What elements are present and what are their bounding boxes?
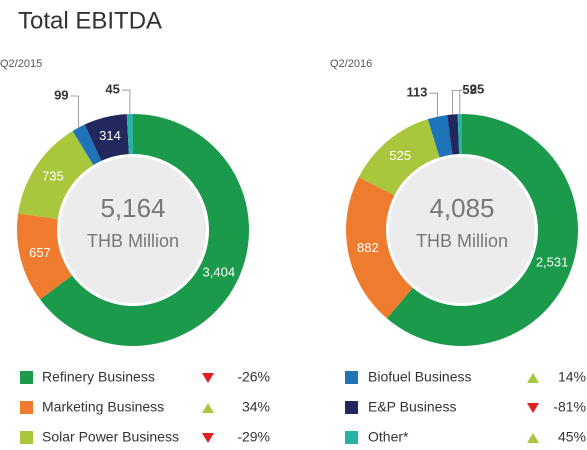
- donut-center: [389, 157, 535, 303]
- donut-center: [60, 157, 206, 303]
- change-arrow: [527, 373, 539, 383]
- legend-label: Biofuel Business: [368, 369, 472, 385]
- value-label: 735: [42, 169, 64, 184]
- leader-line: [452, 90, 461, 115]
- donut-segment: [427, 114, 453, 158]
- center-value: 5,164: [100, 193, 165, 223]
- center-unit: THB Million: [416, 231, 508, 251]
- chart-title: Total EBITDA: [18, 7, 162, 34]
- donut-segment: [457, 114, 462, 155]
- subtitle: Q2/2016: [330, 58, 372, 70]
- value-label: 59: [462, 82, 476, 97]
- legend-label: Other*: [368, 429, 409, 445]
- legend-swatch: [345, 431, 358, 444]
- value-label: 113: [406, 85, 427, 100]
- leader-line: [429, 92, 438, 117]
- change-arrow: [202, 373, 214, 383]
- donut-segment: [40, 114, 250, 346]
- leader-line: [121, 89, 131, 115]
- donut-segment: [84, 114, 129, 161]
- change-label: 14%: [558, 369, 586, 385]
- donut-segment: [18, 130, 94, 220]
- donut-segment: [386, 114, 578, 346]
- subtitle: Q2/2015: [0, 58, 42, 70]
- legend-swatch: [20, 401, 33, 414]
- donut-segment: [345, 177, 413, 319]
- value-label: 25: [470, 81, 484, 96]
- center-unit: THB Million: [87, 231, 179, 251]
- value-label: 882: [357, 240, 379, 255]
- change-arrow: [527, 433, 539, 443]
- legend-swatch: [20, 431, 33, 444]
- change-label: -81%: [553, 399, 586, 415]
- change-arrow: [202, 433, 214, 443]
- value-label: 99: [54, 87, 68, 102]
- center-value: 4,085: [429, 193, 494, 223]
- change-label: 34%: [242, 399, 270, 415]
- legend-label: Refinery Business: [42, 369, 155, 385]
- legend-swatch: [345, 401, 358, 414]
- value-label: 314: [99, 128, 121, 143]
- change-arrow: [527, 403, 539, 413]
- change-label: -26%: [237, 369, 270, 385]
- legend-swatch: [345, 371, 358, 384]
- legend-label: E&P Business: [368, 399, 456, 415]
- change-label: -29%: [237, 429, 270, 445]
- value-label: 657: [29, 245, 51, 260]
- donut-segment: [16, 213, 73, 300]
- leader-line: [459, 89, 468, 115]
- value-label: 3,404: [203, 264, 236, 279]
- legend-label: Solar Power Business: [42, 429, 179, 445]
- donut-segment: [447, 114, 460, 155]
- value-label: 525: [389, 148, 411, 163]
- legend-label: Marketing Business: [42, 399, 164, 415]
- change-arrow: [202, 403, 214, 413]
- leader-line: [70, 95, 79, 128]
- donut-segment: [358, 119, 440, 196]
- value-label: 45: [105, 81, 119, 96]
- donut-segment: [126, 114, 133, 155]
- value-label: 2,531: [536, 255, 569, 270]
- donut-segment: [72, 124, 102, 166]
- change-label: 45%: [558, 429, 586, 445]
- legend-swatch: [20, 371, 33, 384]
